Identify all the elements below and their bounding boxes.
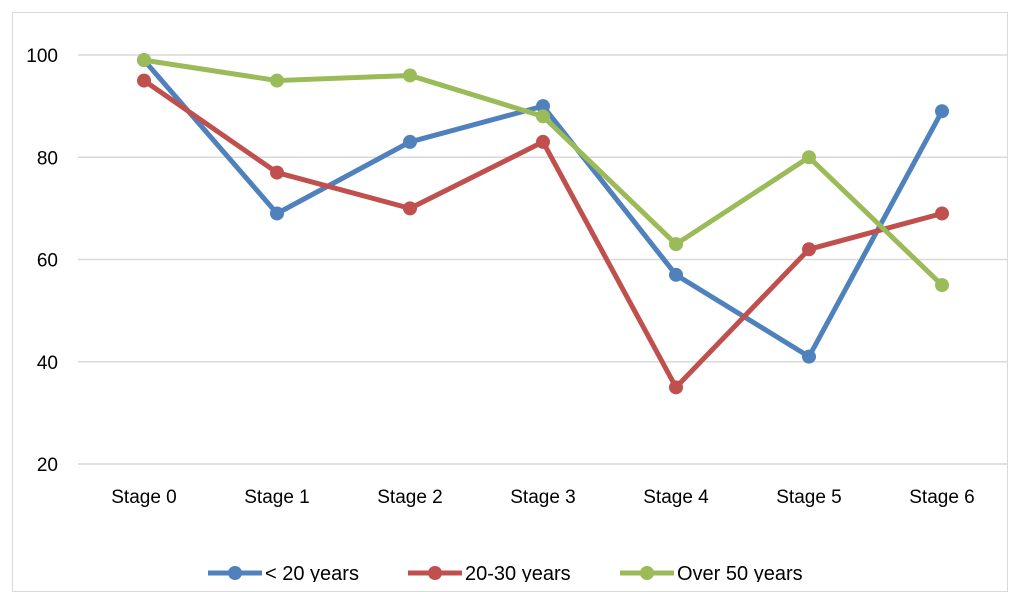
y-tick-label: 40 xyxy=(37,353,58,374)
legend-label: Over 50 years xyxy=(677,563,803,582)
legend: < 20 years 20-30 years Over 50 years xyxy=(208,563,803,582)
x-tick-label: Stage 6 xyxy=(909,487,975,508)
y-axis-ticks: 20 40 60 80 100 xyxy=(26,46,58,476)
legend-marker xyxy=(228,566,242,580)
series-line xyxy=(141,57,945,288)
series-1 xyxy=(137,53,949,364)
data-point xyxy=(935,104,949,119)
legend-marker xyxy=(640,566,654,580)
data-point xyxy=(802,150,816,165)
y-tick-label: 80 xyxy=(37,148,58,169)
data-point xyxy=(137,73,151,88)
x-tick-label: Stage 1 xyxy=(244,487,310,508)
legend-item: Over 50 years xyxy=(620,563,803,582)
y-tick-label: 100 xyxy=(26,46,58,67)
data-point xyxy=(536,99,550,114)
x-axis-ticks: Stage 0 Stage 1 Stage 2 Stage 3 Stage 4 Stage… xyxy=(111,487,975,508)
x-tick-label: Stage 5 xyxy=(776,487,842,508)
data-point xyxy=(802,242,816,257)
data-point xyxy=(137,53,151,68)
data-point xyxy=(802,349,816,364)
series-layer xyxy=(137,53,949,395)
y-tick-label: 60 xyxy=(37,251,58,272)
data-point xyxy=(403,201,417,216)
data-point xyxy=(935,278,949,293)
x-tick-label: Stage 2 xyxy=(377,487,443,508)
data-point xyxy=(669,380,683,395)
data-point xyxy=(536,109,550,124)
data-point xyxy=(669,267,683,282)
grid-layer xyxy=(78,54,1008,465)
series-3 xyxy=(137,53,949,293)
data-point xyxy=(403,68,417,83)
x-tick-label: Stage 3 xyxy=(510,487,576,508)
legend-item: 20-30 years xyxy=(408,563,571,582)
series-line xyxy=(141,78,945,390)
legend-marker xyxy=(428,566,442,580)
data-point xyxy=(270,73,284,88)
data-point xyxy=(935,206,949,221)
y-tick-label: 20 xyxy=(37,455,58,476)
legend-item: < 20 years xyxy=(208,563,359,582)
data-point xyxy=(270,206,284,221)
series-2 xyxy=(137,73,949,395)
legend-label: < 20 years xyxy=(265,563,359,582)
data-point xyxy=(536,134,550,149)
data-point xyxy=(669,237,683,252)
x-tick-label: Stage 4 xyxy=(643,487,709,508)
legend-label: 20-30 years xyxy=(465,563,571,582)
data-point xyxy=(403,134,417,149)
x-tick-label: Stage 0 xyxy=(111,487,177,508)
data-point xyxy=(270,165,284,180)
